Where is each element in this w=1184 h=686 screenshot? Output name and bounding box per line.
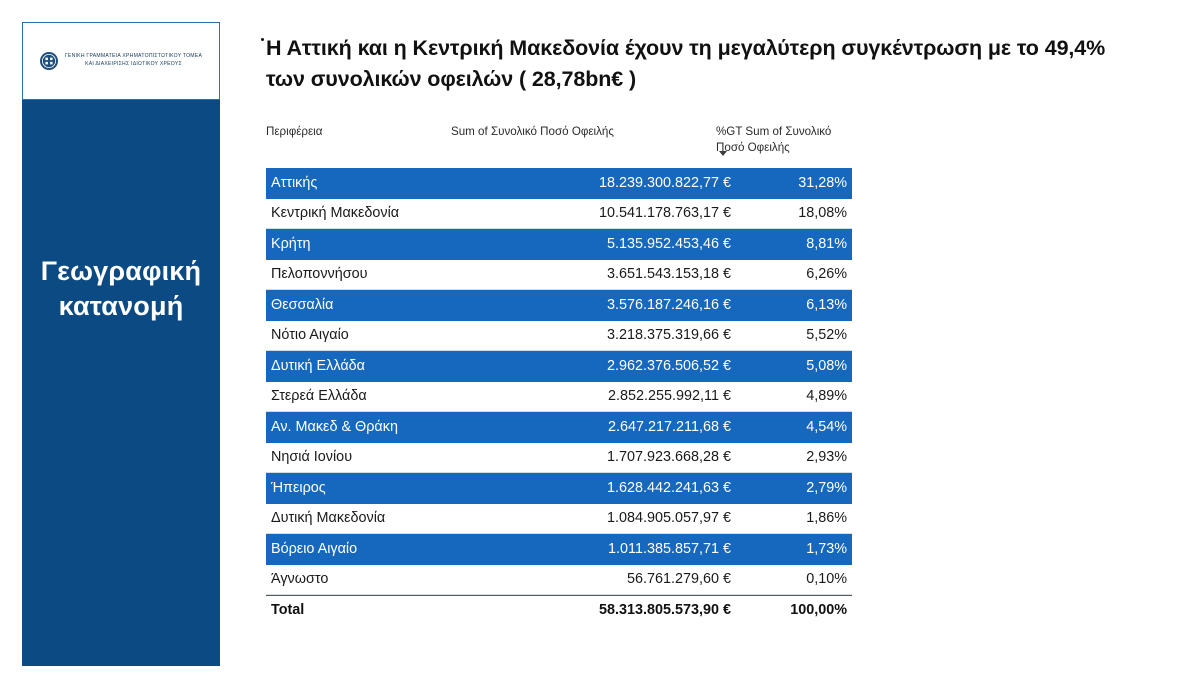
cell-region: Δυτική Ελλάδα (271, 358, 365, 375)
cell-region: Νότιο Αιγαίο (271, 327, 349, 344)
table-row[interactable]: Πελοποννήσου 3.651.543.153,18 € 6,26% (266, 259, 852, 290)
cell-sum: 3.576.187.246,16 € (606, 297, 731, 314)
cell-region: Δυτική Μακεδονία (271, 510, 386, 527)
cell-region: Αττικής (271, 175, 318, 192)
cell-sum: 56.761.279,60 € (626, 571, 731, 588)
cell-region: Βόρειο Αιγαίο (271, 541, 358, 558)
column-header-percent[interactable]: %GT Sum of Συνολικό Ποσό Οφειλής (716, 125, 832, 154)
cell-region: Άγνωστο (271, 571, 329, 588)
table-row[interactable]: Νότιο Αιγαίο 3.218.375.319,66 € 5,52% (266, 320, 852, 351)
title-bullet-dot (261, 38, 264, 41)
cell-total-percent: 100,00% (790, 601, 847, 618)
sidebar-section-title-line1: Γεωγραφική (40, 256, 202, 286)
table-row[interactable]: Κρήτη 5.135.952.453,46 € 8,81% (266, 229, 852, 260)
table-body: Αττικής 18.239.300.822,77 € 31,28% Κεντρ… (266, 168, 852, 623)
organization-name: ΓΕΝΙΚΗ ΓΡΑΜΜΑΤΕΙΑ ΧΡΗΜΑΤΟΠΙΣΤΩΤΙΚΟΥ ΤΟΜΕ… (65, 53, 202, 68)
cell-region: Νησιά Ιονίου (271, 449, 353, 466)
cell-percent: 4,54% (806, 419, 847, 436)
cell-region: Πελοποννήσου (271, 266, 368, 283)
organization-name-line1: ΓΕΝΙΚΗ ΓΡΑΜΜΑΤΕΙΑ ΧΡΗΜΑΤΟΠΙΣΤΩΤΙΚΟΥ ΤΟΜΕ… (64, 53, 203, 60)
organization-logo-box: ΓΕΝΙΚΗ ΓΡΑΜΜΑΤΕΙΑ ΧΡΗΜΑΤΟΠΙΣΤΩΤΙΚΟΥ ΤΟΜΕ… (22, 22, 220, 100)
column-header-sum[interactable]: Sum of Συνολικό Ποσό Οφειλής (451, 125, 614, 138)
cell-sum: 2.962.376.506,52 € (606, 358, 731, 375)
cell-region: Κρήτη (271, 236, 311, 253)
greek-government-emblem-icon (39, 52, 58, 70)
sidebar-section-title-line2: κατανομή (58, 290, 184, 321)
cell-region: Κεντρική Μακεδονία (271, 205, 400, 222)
sidebar-section-title: Γεωγραφική κατανομή (22, 254, 220, 323)
cell-sum: 3.651.543.153,18 € (606, 266, 731, 283)
cell-sum: 2.852.255.992,11 € (608, 388, 731, 405)
cell-percent: 18,08% (798, 205, 847, 222)
cell-sum: 5.135.952.453,46 € (606, 236, 731, 253)
cell-sum: 1.628.442.241,63 € (606, 480, 731, 497)
table-header-row: Περιφέρεια Sum of Συνολικό Ποσό Οφειλής … (266, 124, 852, 168)
cell-sum: 2.647.217.211,68 € (608, 419, 731, 436)
cell-sum: 18.239.300.822,77 € (598, 175, 731, 192)
table-total-row: Total 58.313.805.573,90 € 100,00% (266, 595, 852, 623)
cell-sum: 1.011.385.857,71 € (608, 541, 731, 558)
table-row[interactable]: Βόρειο Αιγαίο 1.011.385.857,71 € 1,73% (266, 534, 852, 565)
cell-region: Θεσσαλία (271, 297, 334, 314)
cell-percent: 4,89% (806, 388, 847, 405)
column-header-region[interactable]: Περιφέρεια (266, 125, 323, 138)
page-title-line1: Η Αττική και η Κεντρική Μακεδονία έχουν … (266, 36, 982, 60)
cell-region: Αν. Μακεδ & Θράκη (271, 419, 398, 436)
organization-name-line2: ΚΑΙ ΔΙΑΧΕΙΡΙΣΗΣ ΙΔΙΩΤΙΚΟΥ ΧΡΕΟΥΣ (85, 61, 182, 67)
cell-percent: 1,73% (806, 541, 847, 558)
cell-percent: 2,79% (806, 480, 847, 497)
table-row[interactable]: Στερεά Ελλάδα 2.852.255.992,11 € 4,89% (266, 381, 852, 412)
cell-percent: 31,28% (798, 175, 847, 192)
table-row[interactable]: Δυτική Μακεδονία 1.084.905.057,97 € 1,86… (266, 503, 852, 534)
cell-region: Ήπειρος (271, 480, 326, 497)
table-row[interactable]: Αττικής 18.239.300.822,77 € 31,28% (266, 168, 852, 199)
cell-percent: 6,13% (806, 297, 847, 314)
table-row[interactable]: Ήπειρος 1.628.442.241,63 € 2,79% (266, 473, 852, 504)
sort-descending-icon[interactable] (719, 151, 727, 156)
table-row[interactable]: Κεντρική Μακεδονία 10.541.178.763,17 € 1… (266, 198, 852, 229)
left-sidebar-panel: ΓΕΝΙΚΗ ΓΡΑΜΜΑΤΕΙΑ ΧΡΗΜΑΤΟΠΙΣΤΩΤΙΚΟΥ ΤΟΜΕ… (22, 22, 220, 666)
table-row[interactable]: Αν. Μακεδ & Θράκη 2.647.217.211,68 € 4,5… (266, 412, 852, 443)
cell-total-sum: 58.313.805.573,90 € (598, 601, 731, 618)
cell-sum: 3.218.375.319,66 € (606, 327, 731, 344)
cell-percent: 6,26% (806, 266, 847, 283)
cell-percent: 5,08% (806, 358, 847, 375)
page-title-line2: με το 49,4% των συνολικών οφειλών ( 28,7… (266, 36, 1106, 92)
pivot-table: Περιφέρεια Sum of Συνολικό Ποσό Οφειλής … (266, 124, 852, 623)
cell-sum: 1.707.923.668,28 € (606, 449, 731, 466)
page-title: Η Αττική και η Κεντρική Μακεδονία έχουν … (266, 33, 1136, 95)
cell-region: Στερεά Ελλάδα (271, 388, 367, 405)
cell-sum: 10.541.178.763,17 € (598, 205, 731, 222)
cell-percent: 8,81% (806, 236, 847, 253)
cell-total-label: Total (271, 601, 305, 618)
cell-percent: 5,52% (806, 327, 847, 344)
cell-percent: 2,93% (806, 449, 847, 466)
table-row[interactable]: Δυτική Ελλάδα 2.962.376.506,52 € 5,08% (266, 351, 852, 382)
table-row[interactable]: Άγνωστο 56.761.279,60 € 0,10% (266, 564, 852, 595)
cell-sum: 1.084.905.057,97 € (606, 510, 731, 527)
cell-percent: 1,86% (806, 510, 847, 527)
table-row[interactable]: Θεσσαλία 3.576.187.246,16 € 6,13% (266, 290, 852, 321)
cell-percent: 0,10% (806, 571, 847, 588)
table-row[interactable]: Νησιά Ιονίου 1.707.923.668,28 € 2,93% (266, 442, 852, 473)
